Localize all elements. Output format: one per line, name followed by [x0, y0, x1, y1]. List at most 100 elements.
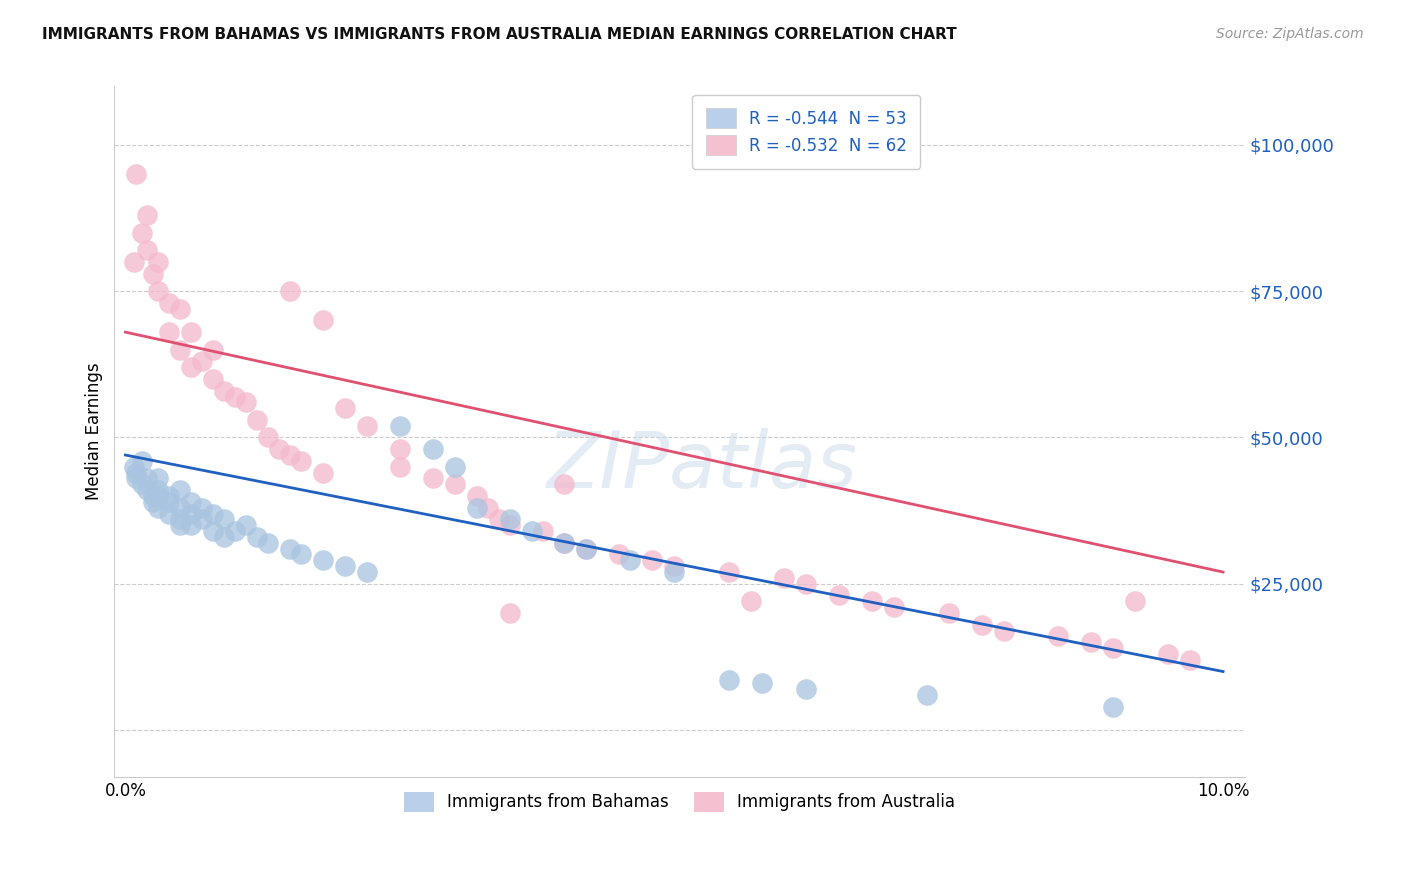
Point — [142, 489, 165, 503]
Point — [740, 594, 762, 608]
Point — [212, 530, 235, 544]
Point — [312, 313, 335, 327]
Point — [148, 255, 170, 269]
Point — [148, 471, 170, 485]
Point — [202, 343, 225, 357]
Point — [498, 606, 520, 620]
Point — [993, 624, 1015, 638]
Point — [938, 606, 960, 620]
Point — [131, 454, 153, 468]
Point — [169, 500, 191, 515]
Point — [180, 360, 202, 375]
Point — [333, 401, 356, 416]
Point — [1102, 641, 1125, 656]
Point — [224, 390, 246, 404]
Point — [257, 430, 280, 444]
Y-axis label: Median Earnings: Median Earnings — [86, 363, 103, 500]
Point — [553, 477, 575, 491]
Point — [169, 343, 191, 357]
Point — [125, 471, 148, 485]
Point — [122, 255, 145, 269]
Point — [609, 548, 631, 562]
Point — [136, 208, 159, 222]
Point — [257, 536, 280, 550]
Point — [131, 477, 153, 491]
Point — [169, 512, 191, 526]
Point — [246, 413, 269, 427]
Point — [125, 167, 148, 181]
Point — [235, 395, 257, 409]
Point — [465, 489, 488, 503]
Point — [1178, 653, 1201, 667]
Point — [388, 459, 411, 474]
Point — [488, 512, 510, 526]
Point — [477, 500, 499, 515]
Point — [422, 471, 444, 485]
Point — [531, 524, 554, 538]
Point — [157, 507, 180, 521]
Point — [773, 571, 796, 585]
Point — [157, 489, 180, 503]
Point — [1157, 647, 1180, 661]
Point — [122, 459, 145, 474]
Point — [718, 565, 741, 579]
Point — [180, 518, 202, 533]
Point — [212, 512, 235, 526]
Point — [278, 541, 301, 556]
Point — [157, 296, 180, 310]
Point — [443, 459, 465, 474]
Point — [828, 589, 851, 603]
Point — [553, 536, 575, 550]
Point — [267, 442, 290, 457]
Point — [278, 284, 301, 298]
Point — [794, 682, 817, 697]
Point — [157, 325, 180, 339]
Point — [148, 489, 170, 503]
Point — [136, 471, 159, 485]
Point — [498, 512, 520, 526]
Point — [356, 418, 378, 433]
Point — [333, 559, 356, 574]
Point — [169, 483, 191, 497]
Point — [465, 500, 488, 515]
Point — [131, 226, 153, 240]
Point — [246, 530, 269, 544]
Point — [443, 477, 465, 491]
Text: Source: ZipAtlas.com: Source: ZipAtlas.com — [1216, 27, 1364, 41]
Point — [157, 495, 180, 509]
Point — [202, 507, 225, 521]
Point — [169, 301, 191, 316]
Point — [860, 594, 883, 608]
Point — [388, 418, 411, 433]
Point — [212, 384, 235, 398]
Point — [148, 483, 170, 497]
Point — [422, 442, 444, 457]
Point — [180, 325, 202, 339]
Point — [125, 466, 148, 480]
Point — [641, 553, 664, 567]
Point — [278, 448, 301, 462]
Point — [520, 524, 543, 538]
Point — [235, 518, 257, 533]
Point — [388, 442, 411, 457]
Point — [575, 541, 598, 556]
Point — [1102, 699, 1125, 714]
Point — [290, 454, 312, 468]
Point — [180, 507, 202, 521]
Point — [498, 518, 520, 533]
Point — [202, 372, 225, 386]
Point — [148, 284, 170, 298]
Point — [312, 466, 335, 480]
Point — [883, 600, 905, 615]
Point — [169, 518, 191, 533]
Point — [1047, 629, 1070, 643]
Point — [191, 354, 214, 368]
Point — [191, 500, 214, 515]
Point — [202, 524, 225, 538]
Point — [312, 553, 335, 567]
Point — [619, 553, 641, 567]
Point — [356, 565, 378, 579]
Point — [664, 565, 686, 579]
Point — [148, 500, 170, 515]
Point — [575, 541, 598, 556]
